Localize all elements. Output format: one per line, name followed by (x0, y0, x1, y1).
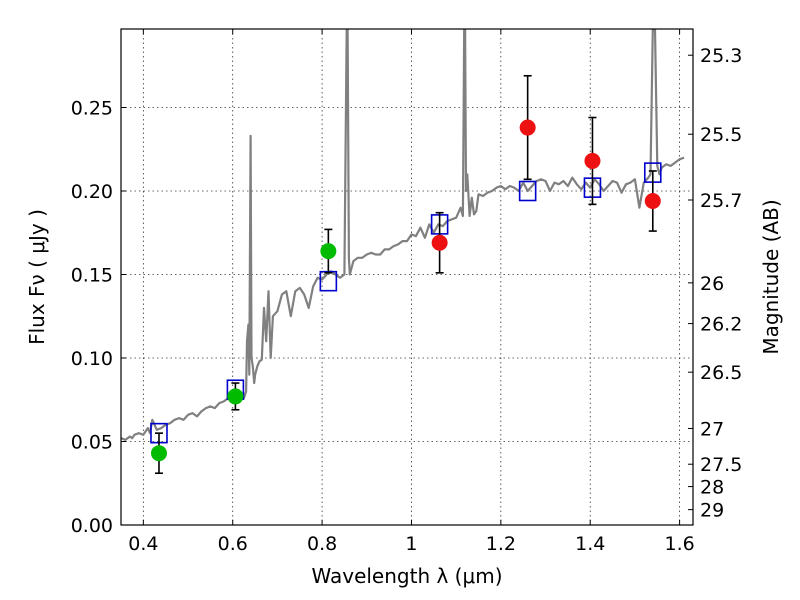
y-tick-label: 0.20 (71, 181, 113, 203)
x-axis-label: Wavelength λ (μm) (311, 564, 502, 588)
right-tick-label: 29 (700, 500, 724, 522)
right-tick-label: 25.7 (700, 190, 742, 212)
y-tick-label: 0.25 (71, 97, 113, 119)
optical-point (320, 243, 337, 260)
x-tick-label: 1 (405, 533, 417, 555)
right-tick-label: 27.5 (700, 454, 742, 476)
right-axis-label: Magnitude (AB) (759, 199, 783, 354)
y-tick-label: 0.00 (71, 515, 113, 537)
points-layer (150, 74, 662, 475)
x-tick-label: 0.8 (307, 533, 337, 555)
nearir-point (644, 193, 661, 210)
right-tick-label: 25.5 (700, 124, 742, 146)
model-square-marker (518, 180, 537, 202)
nearir-point (431, 234, 448, 251)
x-tick-label: 0.4 (128, 533, 158, 555)
right-tick-label: 28 (700, 477, 724, 499)
right-tick-label: 26.2 (700, 314, 742, 336)
x-tick-label: 0.6 (218, 533, 248, 555)
right-tick-label: 27 (700, 418, 724, 440)
right-tick-label: 26 (700, 273, 724, 295)
y-tick-label: 0.05 (71, 431, 113, 453)
x-tick-label: 1.2 (486, 533, 516, 555)
right-tick-label: 25.3 (700, 45, 742, 67)
grid (121, 29, 693, 525)
optical-point (150, 445, 167, 462)
x-tick-label: 1.4 (575, 533, 605, 555)
y-tick-label: 0.15 (71, 264, 113, 286)
nearir-point (519, 119, 536, 136)
plot-frame (120, 28, 694, 526)
y-tick-label: 0.10 (71, 348, 113, 370)
ticks: 0.4 0.6 0.8 1 1.2 1.4 1.6 0.00 0.05 0.10 0.15 0.20 0… (71, 29, 742, 555)
x-tick-label: 1.6 (664, 533, 694, 555)
y-axis-label: Flux Fν ( μJy ) (25, 209, 49, 345)
optical-point (227, 388, 244, 405)
right-tick-label: 26.5 (700, 362, 742, 384)
nearir-point (584, 152, 601, 169)
